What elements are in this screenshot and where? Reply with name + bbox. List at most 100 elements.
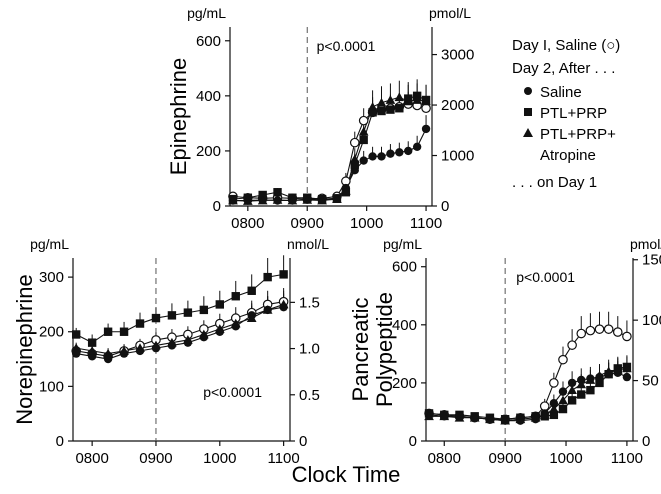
data-point	[567, 378, 577, 388]
data-point	[183, 335, 193, 344]
p-value-label: p<0.0001	[516, 269, 575, 285]
right-tick-label: 1000	[441, 148, 474, 165]
left-unit-label: pg/mL	[187, 5, 226, 21]
data-point	[317, 195, 327, 205]
data-point	[302, 195, 313, 204]
left-tick-label: 300	[39, 269, 64, 286]
y-axis-label: Norepinephrine	[12, 274, 37, 424]
panel-epinephrine: 0 200 400 600 0 1000 2000 3000 0800 0900 1000 1100 p…	[166, 5, 474, 232]
x-tick-label: 1000	[350, 215, 383, 232]
data-point	[558, 395, 568, 405]
data-point	[341, 186, 351, 195]
data-point	[279, 270, 288, 279]
data-point	[167, 337, 177, 347]
data-point	[87, 346, 97, 355]
data-point	[257, 195, 268, 205]
data-point	[421, 103, 431, 114]
data-point	[558, 404, 568, 414]
series-line	[232, 128, 427, 202]
data-point	[412, 142, 422, 151]
data-point	[199, 305, 209, 315]
legend-label-ptl-prp: PTL+PRP	[540, 105, 607, 122]
markers-triangle-filled	[71, 299, 289, 358]
data-point	[386, 105, 395, 114]
data-point	[287, 195, 298, 205]
data-point	[549, 404, 559, 413]
right-unit-label: pmol/L	[630, 236, 661, 252]
data-point	[367, 102, 378, 111]
data-point	[103, 327, 113, 336]
data-point	[359, 156, 368, 165]
data-point	[151, 340, 161, 350]
legend-label-saline: Saline	[540, 84, 582, 101]
data-point	[183, 308, 193, 317]
markers-square-filled	[71, 270, 288, 347]
data-point	[263, 272, 272, 282]
data-point	[612, 365, 623, 374]
data-point	[199, 329, 209, 339]
data-point	[377, 152, 386, 161]
markers-square-filled	[228, 91, 431, 204]
series-circle-filled	[232, 115, 427, 202]
data-point	[119, 327, 129, 336]
right-tick-label: 50	[642, 373, 659, 390]
left-tick-label: 400	[196, 88, 221, 105]
legend-marker-saline	[524, 87, 532, 95]
data-point	[412, 95, 422, 104]
data-point	[567, 340, 577, 350]
data-point	[395, 148, 404, 157]
legend-header-1: Day I, Saline (○)	[512, 37, 620, 54]
series-circle-filled	[75, 293, 285, 360]
right-tick-label: 1.5	[299, 294, 320, 311]
data-point	[549, 410, 559, 420]
y-axis-label: Polypeptide	[372, 292, 397, 407]
data-point	[230, 318, 241, 328]
markers-square-filled	[424, 362, 632, 424]
data-point	[403, 96, 414, 106]
data-point	[262, 305, 273, 314]
legend-marker-ptl-prp	[524, 108, 532, 116]
right-tick-label: 0	[441, 198, 449, 215]
data-point	[359, 135, 368, 145]
data-point	[247, 286, 256, 295]
data-point	[151, 313, 161, 323]
x-tick-label: 1100	[410, 215, 442, 232]
panel-norepinephrine: 0 100 200 300 0 0.5 1.0 1.5 0800 0900 1000 1100 pg/m…	[12, 236, 329, 467]
legend-marker-ptl-prp-atropine	[523, 128, 533, 137]
data-point	[386, 149, 395, 158]
data-point	[515, 414, 526, 424]
data-point	[530, 412, 541, 422]
data-point	[332, 194, 342, 203]
x-tick-label: 1100	[267, 450, 299, 467]
data-point	[549, 378, 559, 388]
data-point	[368, 108, 377, 117]
data-point	[103, 348, 113, 358]
data-point	[612, 327, 623, 337]
data-point	[439, 411, 450, 421]
data-point	[395, 104, 404, 113]
series-square-filled	[428, 355, 628, 420]
data-point	[454, 412, 465, 422]
y-axis-label: Pancreatic	[348, 298, 373, 402]
data-point	[485, 414, 495, 424]
data-point	[214, 324, 225, 333]
data-point	[558, 387, 568, 396]
y-axis-label: Epinephrine	[166, 58, 191, 175]
data-point	[586, 385, 595, 395]
left-tick-label: 200	[392, 375, 417, 392]
data-point	[349, 154, 360, 164]
right-tick-label: 2000	[441, 97, 474, 114]
legend-label-ptl-prp-atropine: PTL+PRP+	[540, 126, 616, 143]
right-tick-label: 0	[642, 433, 650, 450]
left-tick-label: 200	[196, 143, 221, 160]
data-point	[404, 146, 413, 156]
series-circle-open	[75, 288, 285, 357]
data-point	[272, 195, 283, 204]
panel-pancreatic-polypeptide: 0 200 400 600 0 50 100 150 0800 0900 1000 1100 pg/mL…	[348, 236, 661, 467]
data-point	[349, 137, 360, 148]
data-point	[246, 313, 257, 322]
x-tick-label: 0900	[139, 450, 172, 467]
x-tick-label: 0900	[488, 450, 521, 467]
